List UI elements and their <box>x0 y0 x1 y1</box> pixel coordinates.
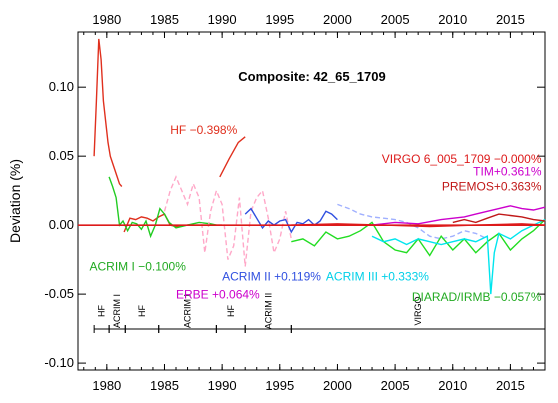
series-line-acrim-i <box>108 176 217 239</box>
x-tick-label-top: 1980 <box>92 12 121 27</box>
annotation-label: VIRGO 6_005_1709 −0.000% <box>382 152 542 166</box>
plot-frame <box>77 31 546 371</box>
annotation-label: ERBE +0.064% <box>176 287 260 301</box>
series-line-hf-segment <box>219 136 246 178</box>
series-lines <box>78 38 546 295</box>
x-tick-label-bottom: 1985 <box>150 378 179 393</box>
y-tick-label: -0.05 <box>44 286 74 301</box>
x-tick-label-bottom: 1995 <box>265 378 294 393</box>
annotations: HF −0.398% VIRGO 6_005_1709 −0.000%TIM+0.… <box>90 123 542 304</box>
x-tick-label-top: 2005 <box>381 12 410 27</box>
x-tick-label-bottom: 2005 <box>381 378 410 393</box>
annotation-label: PREMOS+0.363% <box>442 180 542 194</box>
period-label: VIRGO <box>413 296 423 325</box>
period-label: ACRIM I <box>183 294 193 328</box>
series-line-premos <box>452 213 546 224</box>
x-tick-label-bottom: 1990 <box>208 378 237 393</box>
period-markers: HF ACRIM I HF ACRIM I HF ACRIM II VIRGO <box>93 293 546 333</box>
x-tick-label-top: 1995 <box>265 12 294 27</box>
annotation-label: ACRIM III +0.333% <box>326 269 429 283</box>
period-label: HF <box>226 305 236 317</box>
series-line-tim <box>371 218 546 295</box>
period-label: HF <box>137 305 147 317</box>
x-tick-label-bottom: 2015 <box>496 378 525 393</box>
period-label: HF <box>97 305 107 317</box>
x-tick-label-bottom: 2000 <box>323 378 352 393</box>
x-tick-label-top: 2000 <box>323 12 352 27</box>
annotation-label: TIM+0.361% <box>473 164 542 178</box>
series-line-erbe <box>163 175 292 267</box>
x-tick-label-bottom: 1980 <box>92 378 121 393</box>
series-line-hf <box>93 38 123 187</box>
annotation-label: ACRIM I −0.100% <box>90 260 187 274</box>
x-tick-label-top: 1990 <box>208 12 237 27</box>
y-axis-label: Deviation (%) <box>7 159 23 243</box>
period-label: ACRIM II <box>263 293 273 330</box>
period-label: ACRIM I <box>112 294 122 328</box>
chart-title: Composite: 42_65_1709 <box>238 69 385 84</box>
y-tick-label: -0.10 <box>44 355 74 370</box>
x-tick-label-bottom: 2010 <box>438 378 467 393</box>
annotation-label: DIARAD/IRMB −0.057% <box>412 290 542 304</box>
series-line-virgo-6-005-1709 <box>291 223 546 228</box>
series-line-solcon-tim <box>371 205 546 226</box>
y-tick-label: 0.05 <box>49 148 74 163</box>
x-tick-label-top: 2010 <box>438 12 467 27</box>
y-tick-label: 0.00 <box>49 217 74 232</box>
x-tick-label-top: 2015 <box>496 12 525 27</box>
y-tick-label: 0.10 <box>49 79 74 94</box>
series-line-acrim-ii <box>244 207 338 234</box>
axis-ticks: 1980 1980 1985 1985 1990 1990 1995 1995 2000 2000… <box>44 12 545 393</box>
x-tick-label-top: 1985 <box>150 12 179 27</box>
annotation-label: ACRIM II +0.119% <box>222 269 321 283</box>
annotation-label: HF −0.398% <box>170 123 237 137</box>
series-line-acrim-iii <box>337 203 488 240</box>
